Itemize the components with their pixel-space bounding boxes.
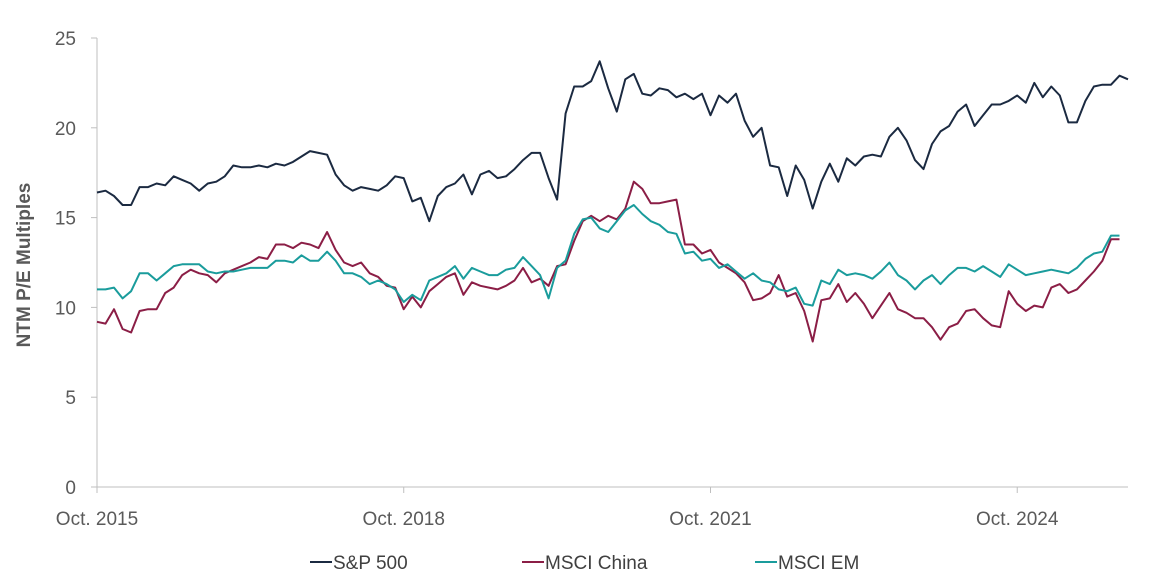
y-tick-label: 10 — [55, 298, 76, 319]
y-tick-label: 0 — [65, 478, 76, 499]
y-tick-label: 5 — [65, 388, 76, 409]
legend-label: MSCI EM — [778, 553, 859, 574]
series-line-msci-em — [97, 204, 1120, 307]
x-tick-label: Oct. 2024 — [976, 509, 1059, 530]
legend: S&P 500 MSCI China MSCI EM — [310, 553, 859, 574]
x-tick-label: Oct. 2021 — [669, 509, 751, 530]
y-axis: 0 5 10 15 20 25 — [55, 29, 98, 499]
x-tick-label: Oct. 2015 — [56, 509, 138, 530]
y-axis-label: NTM P/E Multiples — [14, 183, 35, 348]
legend-label: MSCI China — [545, 553, 648, 574]
y-tick-label: 25 — [55, 29, 76, 50]
y-tick-label: 15 — [55, 209, 76, 230]
x-tick-label: Oct. 2018 — [363, 509, 445, 530]
legend-label: S&P 500 — [333, 553, 408, 574]
series-layer — [96, 60, 1129, 343]
y-tick-label: 20 — [55, 119, 76, 140]
series-line-msci-china — [96, 180, 1120, 343]
x-axis: Oct. 2015 Oct. 2018 Oct. 2021 Oct. 2024 — [56, 486, 1128, 530]
series-line-s-p-500 — [96, 60, 1129, 223]
